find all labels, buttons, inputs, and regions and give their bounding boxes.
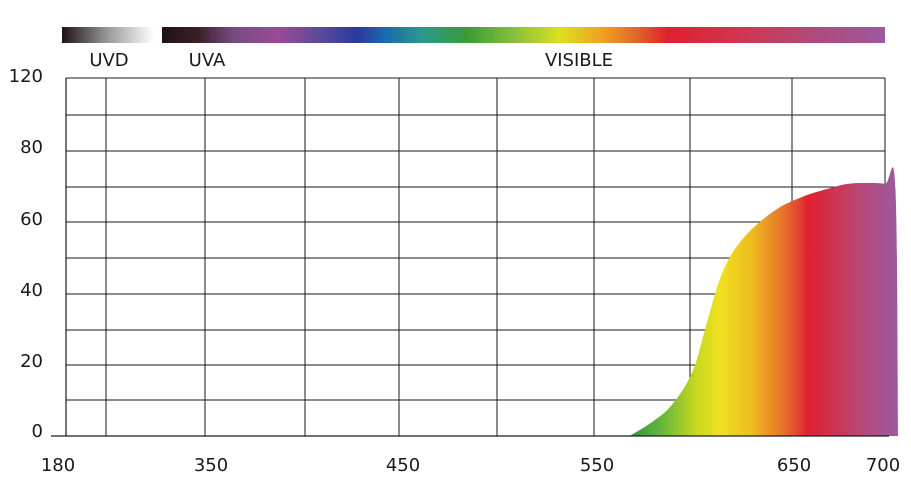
- x-tick-label: 650: [777, 455, 811, 476]
- y-tick-label: 120: [9, 66, 43, 87]
- x-tick-label: 700: [866, 455, 900, 476]
- x-tick-label: 450: [386, 455, 420, 476]
- x-tick-labels: 180 350 450 550 650 700: [41, 455, 900, 476]
- y-tick-labels: 120 80 60 40 20 0: [9, 66, 43, 442]
- band-label-uvd: UVD: [89, 50, 128, 71]
- spectrum-bars: [62, 27, 885, 43]
- y-tick-label: 40: [20, 280, 43, 301]
- data-area: [629, 167, 898, 437]
- band-label-visible: VISIBLE: [545, 50, 613, 71]
- uva-visible-band-bar: [162, 27, 885, 43]
- axes: [51, 78, 889, 437]
- band-label-uva: UVA: [189, 50, 226, 71]
- x-tick-label: 550: [580, 455, 614, 476]
- x-tick-label: 350: [194, 455, 228, 476]
- uvd-band-bar: [62, 27, 154, 43]
- x-tick-label: 180: [41, 455, 75, 476]
- band-labels: UVD UVA VISIBLE: [89, 50, 613, 71]
- y-tick-label: 0: [32, 421, 43, 442]
- y-tick-label: 60: [20, 209, 43, 230]
- y-tick-label: 80: [20, 137, 43, 158]
- y-tick-label: 20: [20, 351, 43, 372]
